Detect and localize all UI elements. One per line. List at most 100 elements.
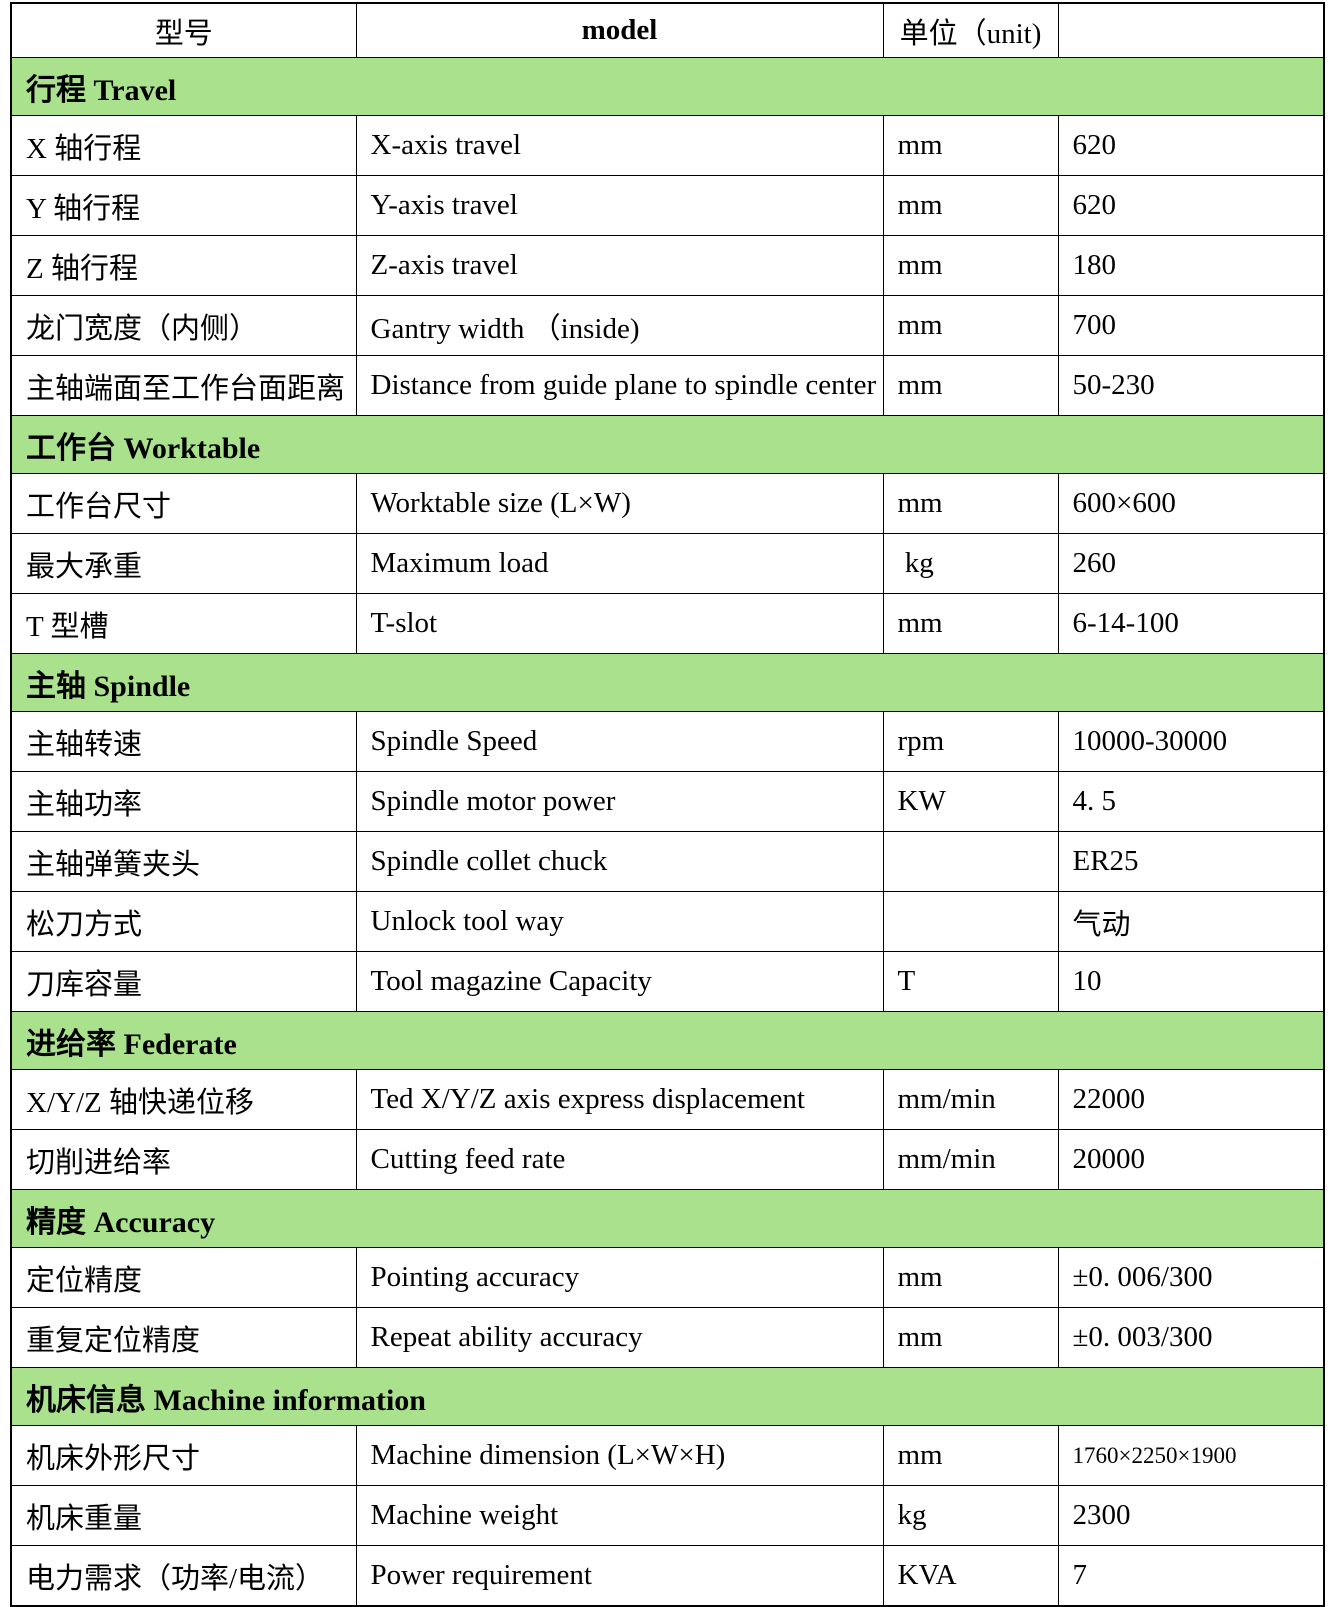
spec-value: 6-14-100 <box>1057 593 1325 654</box>
spec-value: 180 <box>1057 235 1325 296</box>
spec-unit: mm <box>882 1425 1059 1486</box>
spec-name-cn: Y 轴行程 <box>10 175 357 236</box>
spec-unit: mm <box>882 473 1059 534</box>
header-cell-model-cn: 型号 <box>10 2 357 58</box>
spec-unit: kg <box>882 1485 1059 1546</box>
spec-name-en: Spindle motor power <box>355 771 884 832</box>
section-title-machine-info: 机床信息 Machine information <box>10 1367 1325 1426</box>
spec-name-en: Tool magazine Capacity <box>355 951 884 1012</box>
section-header-row: 主轴 Spindle <box>10 653 1325 712</box>
spec-name-en: Gantry width （inside) <box>355 295 884 356</box>
spec-name-cn: 龙门宽度（内侧） <box>10 295 357 356</box>
spec-name-cn: Z 轴行程 <box>10 235 357 296</box>
table-row: T 型槽 T-slot mm 6-14-100 <box>10 593 1325 654</box>
spec-unit: mm/min <box>882 1069 1059 1130</box>
table-row: 主轴转速 Spindle Speed rpm 10000-30000 <box>10 711 1325 772</box>
section-title-federate: 进给率 Federate <box>10 1011 1325 1070</box>
table-row: 切削进给率 Cutting feed rate mm/min 20000 <box>10 1129 1325 1190</box>
spec-name-en: Maximum load <box>355 533 884 594</box>
spec-unit <box>882 891 1059 952</box>
spec-name-en: Power requirement <box>355 1545 884 1607</box>
spec-name-en: Spindle Speed <box>355 711 884 772</box>
spec-unit: KVA <box>882 1545 1059 1607</box>
spec-unit: mm <box>882 175 1059 236</box>
spec-name-cn: 松刀方式 <box>10 891 357 952</box>
table-row: 最大承重 Maximum load kg 260 <box>10 533 1325 594</box>
spec-value: 1760×2250×1900 <box>1057 1425 1325 1486</box>
spec-value: 2300 <box>1057 1485 1325 1546</box>
table-row: 机床外形尺寸 Machine dimension (L×W×H) mm 1760… <box>10 1425 1325 1486</box>
spec-unit: mm/min <box>882 1129 1059 1190</box>
spec-name-cn: 刀库容量 <box>10 951 357 1012</box>
spec-unit: mm <box>882 1247 1059 1308</box>
spec-name-cn: 最大承重 <box>10 533 357 594</box>
section-header-row: 机床信息 Machine information <box>10 1367 1325 1426</box>
spec-name-cn: 主轴端面至工作台面距离 <box>10 355 357 416</box>
section-header-row: 工作台 Worktable <box>10 415 1325 474</box>
spec-name-en: Unlock tool way <box>355 891 884 952</box>
table-row: 主轴弹簧夹头 Spindle collet chuck ER25 <box>10 831 1325 892</box>
spec-name-en: Pointing accuracy <box>355 1247 884 1308</box>
spec-name-cn: X 轴行程 <box>10 115 357 176</box>
table-row: 工作台尺寸 Worktable size (L×W) mm 600×600 <box>10 473 1325 534</box>
spec-name-en: Machine dimension (L×W×H) <box>355 1425 884 1486</box>
table-row: X 轴行程 X-axis travel mm 620 <box>10 115 1325 176</box>
table-row: 松刀方式 Unlock tool way 气动 <box>10 891 1325 952</box>
spec-name-en: X-axis travel <box>355 115 884 176</box>
table-row: 刀库容量 Tool magazine Capacity T 10 <box>10 951 1325 1012</box>
spec-name-en: Repeat ability accuracy <box>355 1307 884 1368</box>
spec-name-cn: 主轴功率 <box>10 771 357 832</box>
spec-value: 4. 5 <box>1057 771 1325 832</box>
spec-unit: mm <box>882 295 1059 356</box>
spec-name-en: Machine weight <box>355 1485 884 1546</box>
table-row: 机床重量 Machine weight kg 2300 <box>10 1485 1325 1546</box>
spec-name-en: Worktable size (L×W) <box>355 473 884 534</box>
section-header-row: 进给率 Federate <box>10 1011 1325 1070</box>
spec-value: 20000 <box>1057 1129 1325 1190</box>
spec-name-cn: 定位精度 <box>10 1247 357 1308</box>
table-row: 龙门宽度（内侧） Gantry width （inside) mm 700 <box>10 295 1325 356</box>
header-cell-model-en: model <box>355 2 884 58</box>
spec-name-en: Cutting feed rate <box>355 1129 884 1190</box>
spec-name-en: Ted X/Y/Z axis express displacement <box>355 1069 884 1130</box>
spec-unit: mm <box>882 355 1059 416</box>
spec-name-en: Distance from guide plane to spindle cen… <box>355 355 884 416</box>
spec-name-cn: T 型槽 <box>10 593 357 654</box>
table-row: Y 轴行程 Y-axis travel mm 620 <box>10 175 1325 236</box>
spec-name-cn: 重复定位精度 <box>10 1307 357 1368</box>
spec-value: ER25 <box>1057 831 1325 892</box>
spec-name-cn: 机床重量 <box>10 1485 357 1546</box>
section-header-row: 行程 Travel <box>10 57 1325 116</box>
header-cell-unit: 单位（unit) <box>882 2 1059 58</box>
spec-unit: mm <box>882 593 1059 654</box>
spec-value: 260 <box>1057 533 1325 594</box>
spec-unit: T <box>882 951 1059 1012</box>
spec-name-en: Y-axis travel <box>355 175 884 236</box>
spec-unit <box>882 831 1059 892</box>
spec-name-cn: 主轴弹簧夹头 <box>10 831 357 892</box>
spec-name-cn: 电力需求（功率/电流） <box>10 1545 357 1607</box>
spec-unit: kg <box>882 533 1059 594</box>
spec-value: 10000-30000 <box>1057 711 1325 772</box>
spec-value: 620 <box>1057 175 1325 236</box>
spec-unit: mm <box>882 115 1059 176</box>
spec-value: 50-230 <box>1057 355 1325 416</box>
spec-unit: mm <box>882 235 1059 296</box>
spec-value: 700 <box>1057 295 1325 356</box>
table-row: 定位精度 Pointing accuracy mm ±0. 006/300 <box>10 1247 1325 1308</box>
spec-name-en: Z-axis travel <box>355 235 884 296</box>
spec-value: 620 <box>1057 115 1325 176</box>
section-title-worktable: 工作台 Worktable <box>10 415 1325 474</box>
spec-value: 7 <box>1057 1545 1325 1607</box>
spec-name-en: T-slot <box>355 593 884 654</box>
spec-value: ±0. 003/300 <box>1057 1307 1325 1368</box>
table-row: 电力需求（功率/电流） Power requirement KVA 7 <box>10 1545 1325 1607</box>
section-title-accuracy: 精度 Accuracy <box>10 1189 1325 1248</box>
spec-name-en: Spindle collet chuck <box>355 831 884 892</box>
table-row: 重复定位精度 Repeat ability accuracy mm ±0. 00… <box>10 1307 1325 1368</box>
section-title-spindle: 主轴 Spindle <box>10 653 1325 712</box>
spec-name-cn: X/Y/Z 轴快递位移 <box>10 1069 357 1130</box>
section-title-travel: 行程 Travel <box>10 57 1325 116</box>
spec-value: ±0. 006/300 <box>1057 1247 1325 1308</box>
machine-spec-table: 型号 model 单位（unit) 行程 Travel X 轴行程 X-axis… <box>10 2 1325 1607</box>
